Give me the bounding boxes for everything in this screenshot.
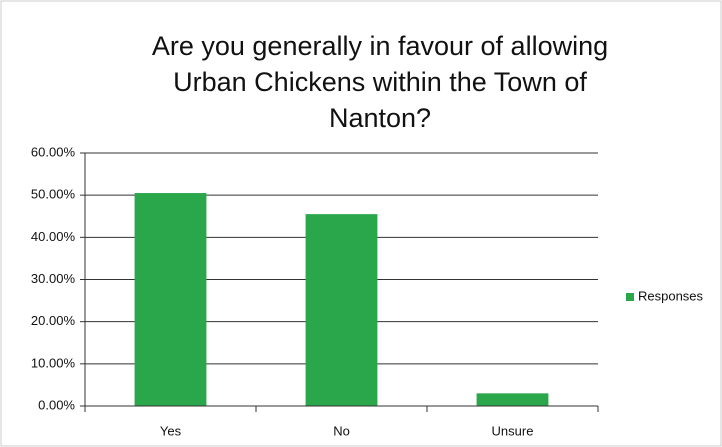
bar <box>134 193 207 406</box>
chart-title: Urban Chickens within the Town of <box>173 67 587 97</box>
chart-title: Nanton? <box>329 103 431 133</box>
y-tick-label: 50.00% <box>31 187 76 202</box>
x-tick-label: Unsure <box>492 423 534 438</box>
chart-title: Are you generally in favour of allowing <box>152 31 608 61</box>
y-tick-label: 30.00% <box>31 271 76 286</box>
y-tick-label: 10.00% <box>31 355 76 370</box>
bar <box>476 393 549 406</box>
x-tick-label: Yes <box>160 423 182 438</box>
bar <box>305 214 378 406</box>
y-tick-label: 60.00% <box>31 144 76 159</box>
x-tick-label: No <box>333 423 350 438</box>
y-tick-label: 0.00% <box>38 397 75 412</box>
legend-swatch <box>626 293 634 301</box>
legend-label: Responses <box>638 288 704 303</box>
y-tick-label: 20.00% <box>31 313 76 328</box>
y-tick-label: 40.00% <box>31 229 76 244</box>
